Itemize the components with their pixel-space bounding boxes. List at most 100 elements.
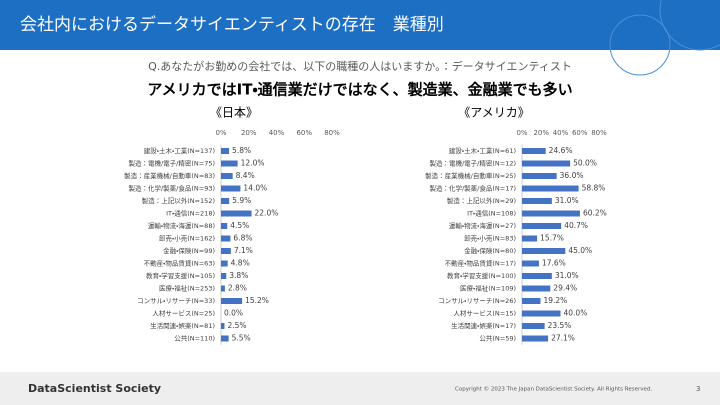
bar	[522, 323, 545, 329]
bar	[522, 235, 538, 242]
category-label: IT・通信(N=108)	[467, 209, 516, 218]
value-label: 8.4%	[236, 171, 255, 180]
x-tick-label: 40%	[553, 129, 569, 137]
value-label: 6.8%	[233, 234, 252, 243]
x-tick-label: 60%	[296, 129, 312, 137]
bar	[221, 323, 225, 329]
category-label: 医療・福祉(N=253)	[159, 284, 215, 293]
header-bar	[0, 0, 720, 50]
value-label: 19.2%	[543, 296, 567, 305]
bar	[221, 148, 230, 154]
bar	[221, 185, 241, 192]
category-label: 運輸・物流・海運(N=27)	[449, 221, 516, 230]
category-label: 製造：電機/電子/精密(N=12)	[429, 159, 516, 168]
x-tick-label: 60%	[572, 129, 588, 137]
value-label: 17.6%	[542, 259, 566, 268]
bar	[522, 248, 566, 254]
headline: アメリカではIT・通信業だけではなく、製造業、金融業でも多い	[147, 81, 572, 99]
category-label: 生活関連・娯楽(N=81)	[150, 321, 215, 330]
bar	[221, 223, 228, 229]
x-tick-label: 20%	[533, 129, 549, 137]
value-label: 27.1%	[551, 334, 575, 343]
category-label: 卸売・小売(N=83)	[464, 234, 516, 243]
bar	[221, 248, 231, 254]
category-label: 医療・福祉(N=109)	[460, 284, 516, 293]
value-label: 58.8%	[582, 184, 606, 193]
category-label: 製造：産業機械/自動車(N=83)	[124, 171, 215, 180]
value-label: 29.4%	[553, 284, 577, 293]
header-title: 会社内におけるデータサイエンティストの存在 業種別	[20, 14, 444, 35]
category-label: 製造：化学/製薬/食品(N=17)	[429, 184, 516, 193]
category-label: 製造：産業機械/自動車(N=25)	[425, 171, 516, 180]
category-label: 金融・保険(N=99)	[163, 246, 215, 255]
bar	[221, 210, 252, 217]
x-tick-label: 80%	[591, 129, 607, 137]
value-label: 14.0%	[243, 184, 267, 193]
bar	[221, 285, 225, 292]
chart-title: 《アメリカ》	[458, 106, 529, 120]
value-label: 36.0%	[560, 171, 584, 180]
category-label: 金融・保険(N=80)	[464, 246, 516, 255]
value-label: 23.5%	[548, 321, 572, 330]
chart-title: 《日本》	[210, 106, 258, 120]
x-tick-label: 20%	[241, 129, 257, 137]
bar	[522, 310, 561, 317]
category-label: 不動産・物品賃貸(N=17)	[445, 259, 516, 268]
bar	[522, 198, 552, 204]
x-tick-label: 80%	[324, 129, 340, 137]
value-label: 15.2%	[245, 296, 269, 305]
bar	[221, 298, 243, 304]
category-label: 建設・土木・工業(N=61)	[449, 146, 516, 155]
value-label: 31.0%	[555, 271, 579, 280]
bar	[522, 335, 549, 342]
category-label: 教育・学習支援(N=100)	[447, 271, 516, 280]
category-label: 人材サービス(N=15)	[453, 309, 516, 318]
bar	[522, 210, 580, 217]
category-label: 卸売・小売(N=162)	[159, 234, 215, 243]
value-label: 40.7%	[564, 221, 588, 230]
header-decoration	[609, 14, 671, 76]
page-number: 3	[696, 385, 700, 393]
question: Q.あなたがお勤めの会社では、以下の職種の人はいますか。：データサイエンティスト	[148, 59, 572, 73]
value-label: 24.6%	[549, 146, 573, 155]
category-label: コンサル・リサーチ(N=26)	[438, 297, 516, 305]
category-label: 製造：上記以外(N=152)	[142, 196, 215, 205]
category-label: 建設・土木・工業(N=137)	[144, 146, 215, 155]
value-label: 4.8%	[231, 259, 250, 268]
value-label: 0.0%	[224, 309, 243, 318]
value-label: 5.5%	[232, 334, 251, 343]
bar	[522, 173, 557, 179]
bar	[522, 148, 546, 154]
bar	[522, 273, 552, 279]
bar	[221, 160, 238, 167]
header-decoration	[659, 0, 720, 51]
category-label: 生活関連・娯楽(N=17)	[451, 321, 516, 330]
bar	[522, 223, 562, 229]
category-label: 公共(N=110)	[174, 334, 215, 343]
category-label: 運輸・物流・海運(N=88)	[148, 221, 215, 230]
footer-brand: DataScientist Society	[28, 382, 161, 395]
bar	[221, 273, 227, 279]
value-label: 60.2%	[583, 209, 607, 218]
value-label: 2.5%	[227, 321, 246, 330]
value-label: 5.9%	[232, 196, 251, 205]
footer-copyright: Copyright © 2023 The Japan DataScientist…	[455, 386, 652, 393]
value-label: 7.1%	[234, 246, 253, 255]
value-label: 5.8%	[232, 146, 251, 155]
bar	[522, 185, 579, 192]
bar	[221, 198, 230, 204]
value-label: 31.0%	[555, 196, 579, 205]
category-label: コンサル・リサーチ(N=33)	[137, 297, 215, 305]
value-label: 22.0%	[255, 209, 279, 218]
value-label: 12.0%	[241, 159, 265, 168]
value-label: 45.0%	[568, 246, 592, 255]
category-label: 不動産・物品賃貸(N=63)	[144, 259, 215, 268]
category-label: 製造：化学/製薬/食品(N=93)	[128, 184, 215, 193]
bar	[221, 260, 228, 267]
category-label: 製造：上記以外(N=29)	[447, 196, 516, 205]
value-label: 2.8%	[228, 284, 247, 293]
x-tick-label: 0%	[516, 129, 527, 137]
footer-bar	[0, 372, 720, 405]
